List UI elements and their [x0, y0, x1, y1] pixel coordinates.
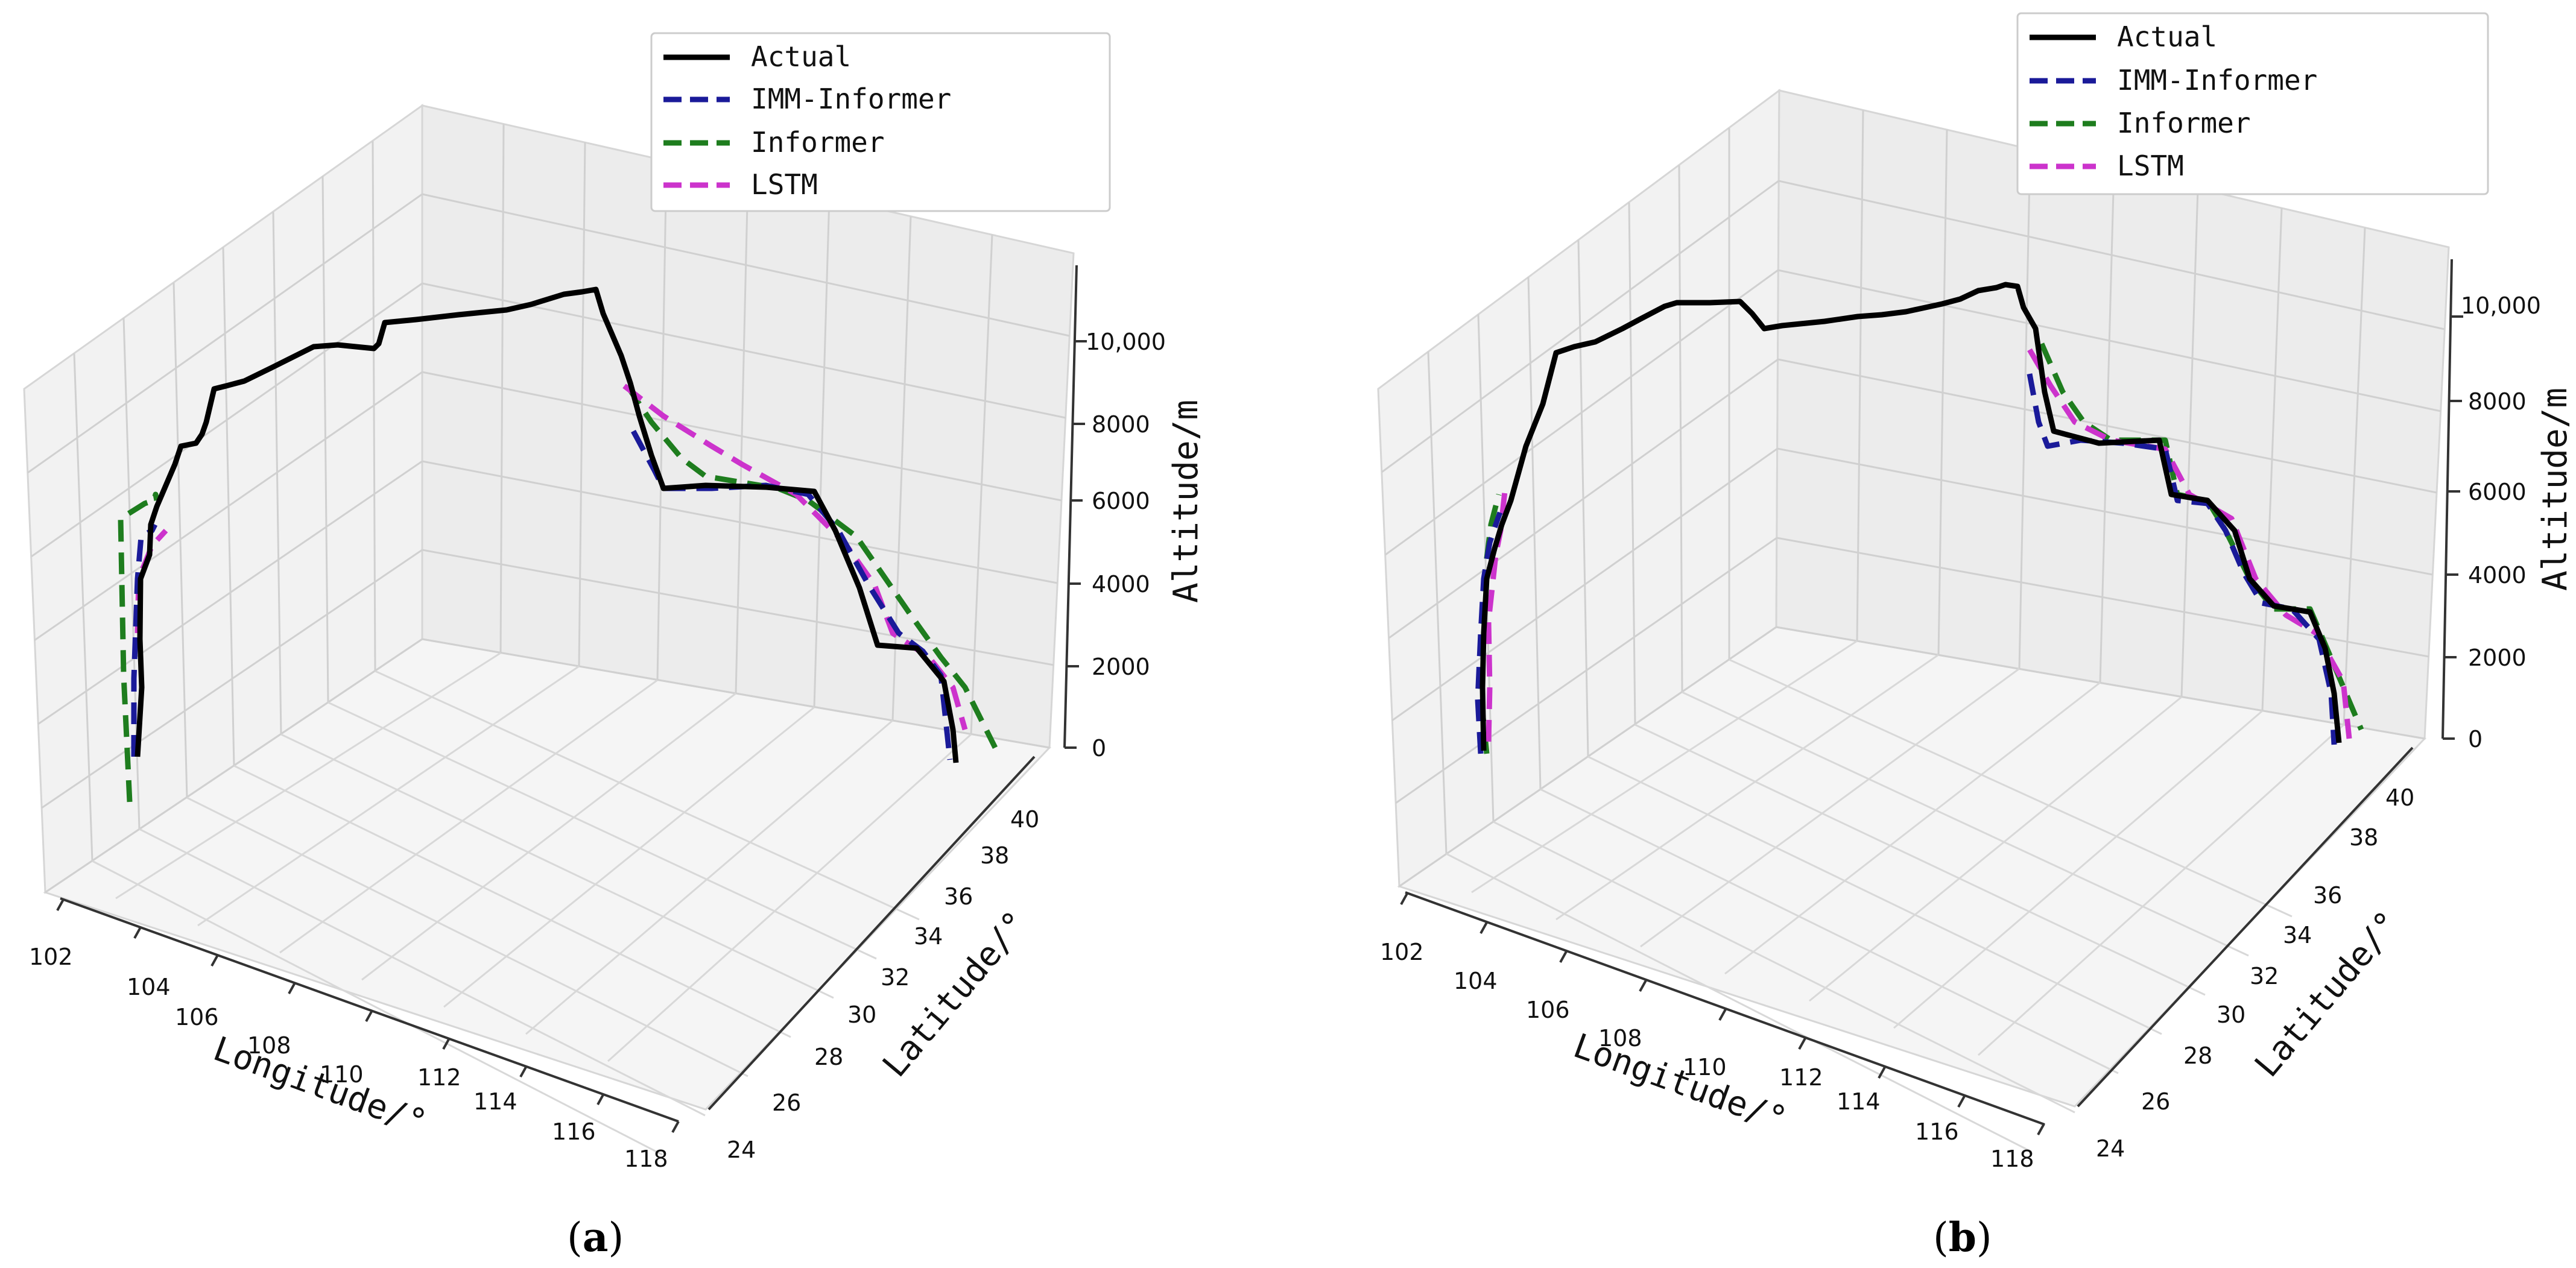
legend-label: Informer — [2117, 107, 2251, 139]
y-ticks: 24 26 28 30 32 34 36 38 40 — [2096, 784, 2414, 1162]
z-tick-label: 6000 — [2468, 479, 2527, 505]
x-ticks: 102 104 106 108 110 112 114 116 118 — [1380, 893, 2045, 1172]
y-tick-label: 40 — [1010, 806, 1039, 833]
z-tick-label: 2000 — [2468, 645, 2527, 671]
x-tick-label: 106 — [175, 1004, 219, 1030]
y-tick-label: 36 — [2313, 882, 2342, 909]
y-tick-label: 24 — [727, 1137, 756, 1163]
legend-box — [650, 32, 1111, 212]
y-tick-label: 32 — [2250, 963, 2279, 989]
y-tick-label: 28 — [2183, 1042, 2212, 1069]
y-axis-label: Latitude/° — [875, 904, 1036, 1085]
legend-label: Informer — [751, 126, 885, 159]
x-tick-label: 114 — [1837, 1088, 1881, 1115]
left-grid — [1381, 128, 1779, 888]
x-tick-label: 116 — [552, 1118, 596, 1145]
left-grid — [27, 140, 423, 894]
floor-grid — [92, 652, 972, 1156]
series-lines — [1475, 282, 2364, 754]
y-axis-line — [707, 755, 1036, 1111]
panel-caption: (a) — [567, 1214, 624, 1261]
z-tick-label: 2000 — [1092, 654, 1150, 680]
panel-caption: (b) — [1933, 1214, 1992, 1261]
series-informer — [118, 384, 998, 803]
legend: Actual IMM-Informer Informer LSTM — [650, 32, 1111, 212]
x-tick-label: 110 — [320, 1061, 364, 1088]
y-tick-label: 32 — [881, 964, 910, 991]
z-axis-label: Altitude/m — [1166, 400, 1206, 603]
x-axis-label: Longitude/° — [208, 1029, 432, 1143]
x-tick-label: 114 — [473, 1088, 517, 1115]
x-tick-label: 110 — [1683, 1054, 1727, 1080]
panel-b: 102 104 106 108 110 112 114 116 118 24 2… — [1377, 12, 2575, 1261]
y-tick-label: 38 — [2349, 824, 2378, 851]
y-axis-line — [2077, 746, 2414, 1108]
legend-label: LSTM — [2117, 150, 2184, 182]
x-tick-label: 118 — [624, 1146, 668, 1172]
x-tick-label: 108 — [1598, 1025, 1642, 1052]
y-tick-label: 34 — [914, 923, 943, 950]
z-tick-label: 10,000 — [2461, 292, 2541, 319]
legend-label: Actual — [2117, 21, 2217, 53]
x-tick-label: 118 — [1990, 1146, 2034, 1172]
x-tick-label: 108 — [247, 1032, 291, 1059]
legend-box — [2016, 12, 2489, 195]
z-tick-label: 8000 — [2468, 388, 2527, 415]
y-tick-label: 36 — [944, 883, 973, 910]
x-tick-label: 102 — [29, 944, 73, 970]
x-axis-line — [60, 897, 679, 1123]
z-tick-label: 4000 — [1092, 571, 1150, 598]
y-tick-label: 38 — [980, 842, 1009, 869]
x-tick-label: 104 — [1454, 968, 1498, 994]
z-axis-line — [2442, 259, 2453, 739]
series-actual — [1479, 282, 2342, 751]
z-axis-line — [1063, 265, 1078, 748]
y-tick-label: 34 — [2283, 922, 2312, 948]
y-tick-label: 40 — [2385, 784, 2414, 811]
back-grid — [422, 124, 1070, 749]
z-tick-label: 0 — [2468, 726, 2483, 752]
z-ticks: 0 2000 4000 6000 8000 10,000 — [1065, 329, 1166, 762]
x-ticks: 102 104 106 108 110 112 114 116 118 — [29, 899, 680, 1172]
z-tick-label: 0 — [1092, 735, 1106, 762]
x-axis-line — [1405, 891, 2045, 1126]
z-ticks: 0 2000 4000 6000 8000 10,000 — [2443, 292, 2541, 752]
y-tick-label: 30 — [2217, 1001, 2245, 1028]
z-tick-label: 4000 — [2468, 562, 2527, 588]
floor-grid — [1446, 640, 2345, 1153]
x-axis-label: Longitude/° — [1568, 1026, 1792, 1140]
series-lines — [118, 286, 998, 803]
y-tick-label: 24 — [2096, 1135, 2125, 1162]
z-tick-label: 10,000 — [1086, 329, 1166, 355]
legend-label: Actual — [751, 40, 851, 73]
y-axis-label: Latitude/° — [2247, 904, 2408, 1085]
x-tick-label: 102 — [1380, 939, 1424, 965]
legend-label: IMM-Informer — [2117, 64, 2317, 96]
z-tick-label: 8000 — [1092, 411, 1150, 438]
x-tick-label: 104 — [127, 974, 171, 1000]
x-tick-label: 116 — [1915, 1118, 1959, 1145]
series-actual — [134, 286, 959, 763]
x-tick-label: 112 — [1779, 1064, 1823, 1091]
legend-label: IMM-Informer — [751, 83, 951, 115]
x-tick-label: 106 — [1526, 997, 1570, 1023]
y-tick-label: 30 — [847, 1001, 876, 1028]
y-tick-label: 26 — [772, 1090, 801, 1116]
legend: Actual IMM-Informer Informer LSTM — [2016, 12, 2489, 195]
y-tick-label: 28 — [814, 1044, 843, 1070]
y-ticks: 24 26 28 30 32 34 36 38 40 — [727, 806, 1039, 1163]
x-tick-label: 112 — [417, 1064, 461, 1091]
panel-a: 102 104 106 108 110 112 114 116 118 24 2… — [23, 32, 1206, 1261]
z-tick-label: 6000 — [1092, 488, 1150, 514]
y-tick-label: 26 — [2141, 1088, 2170, 1115]
z-axis-label: Altitude/m — [2536, 388, 2575, 591]
back-grid — [1776, 110, 2445, 740]
legend-label: LSTM — [751, 168, 818, 201]
